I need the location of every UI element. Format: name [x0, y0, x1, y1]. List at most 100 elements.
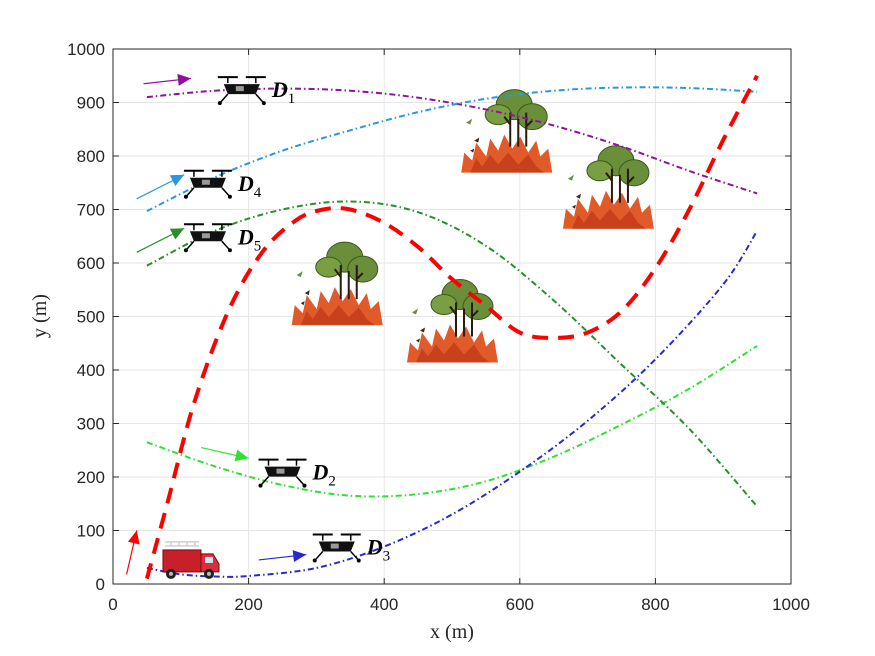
- x-tick-label: 600: [506, 595, 534, 614]
- y-axis-label: y (m): [29, 294, 51, 338]
- fire-icon: [407, 279, 498, 363]
- drone-foot: [227, 194, 232, 199]
- tree-trunk: [449, 302, 479, 337]
- drone-label-sub: 3: [383, 549, 391, 565]
- drone-icon: [312, 533, 361, 563]
- leaf: [412, 308, 418, 315]
- drone-legs: [185, 187, 231, 198]
- tree-trunk: [503, 112, 533, 147]
- flame-inner: [416, 342, 490, 363]
- y-tick-label: 400: [77, 361, 105, 380]
- drone-icon: [217, 76, 266, 106]
- series-line-1: [146, 345, 758, 498]
- drone-legs: [314, 551, 360, 562]
- drone-label-letter: D: [237, 224, 254, 249]
- tree-trunk: [333, 265, 364, 300]
- y-tick-label: 600: [77, 254, 105, 273]
- series-line-5: [144, 74, 759, 580]
- ash: [571, 193, 581, 209]
- arrow-head: [292, 550, 307, 562]
- drone-foot: [183, 248, 188, 253]
- drone-label-sub: 2: [328, 474, 336, 490]
- drone-foot: [183, 194, 188, 199]
- y-tick-label: 700: [77, 201, 105, 220]
- ash: [470, 137, 480, 153]
- drone-foot: [312, 558, 317, 563]
- drone-label-letter: D: [271, 77, 288, 102]
- drone-foot: [217, 101, 222, 106]
- drone-arrow: [136, 174, 185, 200]
- tree-trunk: [605, 168, 635, 203]
- drone-label: D4: [237, 171, 262, 201]
- drone-label-sub: 1: [288, 91, 296, 107]
- drone-foot: [261, 101, 266, 106]
- x-tick-label: 1000: [772, 595, 810, 614]
- tree-crown: [618, 159, 650, 187]
- flame-inner: [571, 208, 646, 229]
- ticks: 0 200 400 600 800 1000 0 100 200 300 400 500 600 700 8…: [67, 40, 810, 614]
- fire-truck-icon: [162, 541, 220, 579]
- x-axis-label: x (m): [430, 621, 474, 643]
- ash: [416, 327, 425, 343]
- series-layer: [144, 74, 759, 580]
- flame-inner: [300, 305, 375, 326]
- ash: [300, 290, 310, 306]
- drone-label-letter: D: [237, 171, 254, 196]
- drone-arrow: [143, 73, 192, 86]
- series-line-4: [146, 200, 758, 508]
- drone-camera: [201, 233, 210, 239]
- drone-icon: [258, 458, 307, 488]
- series-line-0: [146, 87, 758, 195]
- y-tick-label: 900: [77, 94, 105, 113]
- arrow-head: [234, 449, 249, 462]
- series-line-2: [146, 230, 758, 578]
- truck-hubcap: [168, 571, 173, 576]
- x-tick-label: 200: [234, 595, 262, 614]
- drone-legs: [219, 93, 265, 104]
- y-tick-label: 100: [77, 522, 105, 541]
- leaf: [466, 118, 473, 125]
- x-tick-label: 800: [641, 595, 669, 614]
- drone-legs: [259, 476, 306, 487]
- fire-layer: [291, 89, 654, 363]
- y-tick-label: 800: [77, 147, 105, 166]
- arrow-head: [169, 228, 185, 240]
- drone-label: D3: [366, 535, 390, 565]
- drone-legs: [185, 240, 231, 251]
- drone-camera: [201, 179, 210, 185]
- drone-arrow: [258, 550, 307, 562]
- y-tick-label: 1000: [67, 40, 105, 59]
- drone-label-sub: 4: [254, 185, 262, 201]
- drone-foot: [258, 483, 263, 488]
- fire-icon: [562, 145, 654, 229]
- drone-label: D1: [271, 77, 295, 107]
- truck-hubcap: [206, 571, 211, 576]
- drone-label: D2: [312, 460, 336, 490]
- arrow-head: [169, 174, 185, 186]
- drone-camera: [235, 86, 244, 92]
- x-tick-label: 0: [108, 595, 117, 614]
- truck-arrow: [125, 530, 140, 575]
- drone-camera: [276, 468, 285, 474]
- arrow-head: [127, 530, 140, 545]
- y-tick-label: 200: [77, 468, 105, 487]
- leaf: [296, 271, 303, 278]
- grid: [112, 48, 792, 585]
- truck-ladder: [164, 541, 199, 547]
- truck-body: [162, 549, 202, 573]
- tree-crown: [516, 103, 548, 131]
- flame-inner: [470, 152, 545, 173]
- drone-label-letter: D: [366, 535, 383, 560]
- y-tick-label: 0: [96, 575, 105, 594]
- fire-icon: [461, 89, 553, 173]
- drone-arrow: [201, 446, 249, 462]
- drone-icon: [183, 169, 232, 199]
- arrow-head: [177, 73, 191, 86]
- drone-foot: [302, 483, 307, 488]
- drone-label-sub: 5: [254, 238, 261, 254]
- fire-icon: [291, 241, 383, 326]
- drone-label: D5: [237, 224, 261, 254]
- drone-arrow: [136, 227, 185, 253]
